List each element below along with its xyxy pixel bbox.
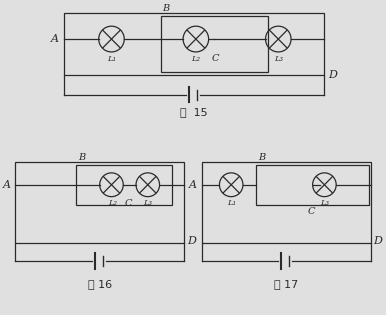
Text: A: A [189, 180, 197, 190]
Text: B: B [163, 4, 169, 13]
Text: B: B [258, 153, 265, 162]
Text: A: A [2, 180, 10, 190]
Text: L₁: L₁ [227, 199, 236, 207]
Text: D: D [328, 70, 337, 80]
Text: L₃: L₃ [320, 199, 329, 207]
Text: L₂: L₂ [108, 199, 117, 207]
Text: C: C [124, 199, 132, 208]
Text: B: B [78, 153, 85, 162]
Text: D: D [187, 236, 196, 246]
Text: 图 16: 图 16 [88, 279, 112, 289]
Bar [202, 162, 371, 243]
Bar [76, 165, 172, 204]
Text: C: C [212, 54, 219, 63]
Bar [64, 13, 324, 75]
Bar [15, 162, 184, 243]
Text: 图  15: 图 15 [180, 107, 208, 117]
Text: C: C [308, 207, 315, 215]
Bar [161, 16, 269, 72]
Text: L₃: L₃ [143, 199, 152, 207]
Text: L₂: L₂ [191, 55, 200, 63]
Text: L₃: L₃ [274, 55, 283, 63]
Text: D: D [374, 236, 383, 246]
Text: A: A [51, 34, 59, 44]
Text: 图 17: 图 17 [274, 279, 298, 289]
Text: L₁: L₁ [107, 55, 116, 63]
Bar [256, 165, 369, 204]
